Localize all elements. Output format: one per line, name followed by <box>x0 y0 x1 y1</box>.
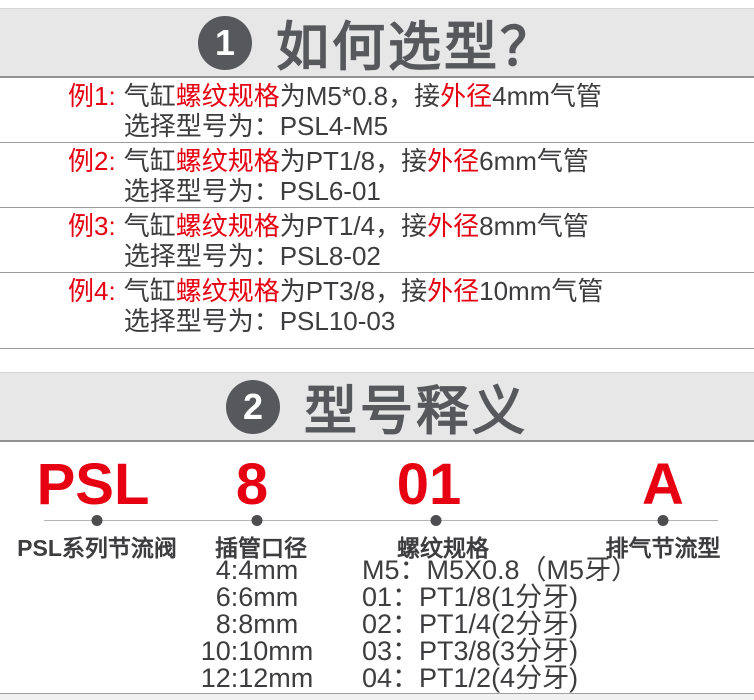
text-segment-highlight: 外径 <box>427 211 480 241</box>
example-label: 例4: <box>68 276 116 306</box>
text-segment: 气缸 <box>123 211 176 241</box>
text-segment: 8mm气管 <box>479 211 589 241</box>
section2-title: 型号释义 <box>304 381 528 441</box>
example-text: 气缸螺纹规格为PT1/4，接外径8mm气管 选择型号为：PSL8-02 <box>124 212 589 271</box>
example-label: 例1: <box>68 81 116 111</box>
connector-dot <box>657 515 669 526</box>
example-line1: 气缸螺纹规格为M5*0.8，接外径4mm气管 <box>124 82 602 111</box>
thread-option: 02：PT1/4(2分牙) <box>362 609 579 639</box>
text-segment: 4mm气管 <box>492 81 602 111</box>
text-segment: 为PT3/8，接 <box>279 276 428 306</box>
section-number-badge-1: 1 <box>198 15 252 70</box>
text-segment-highlight: 螺纹规格 <box>175 81 280 111</box>
example-text: 气缸螺纹规格为PT3/8，接外径10mm气管 选择型号为：PSL10-03 <box>124 277 604 336</box>
example-line2: 选择型号为：PSL10-03 <box>123 306 396 336</box>
model-code-type: A <box>642 452 684 517</box>
example-row-1: 例1: 气缸螺纹规格为M5*0.8，接外径4mm气管 选择型号为：PSL4-M5 <box>0 78 754 143</box>
breakdown-connector-line <box>44 520 718 521</box>
section2-header-band: 2 型号释义 <box>0 372 754 442</box>
text-segment: 为PT1/8，接 <box>279 146 428 176</box>
text-segment: 6mm气管 <box>479 146 589 176</box>
section-number-badge-2: 2 <box>226 379 280 434</box>
text-segment-highlight: 螺纹规格 <box>175 211 280 241</box>
thread-option: 03：PT3/8(3分牙) <box>362 636 579 666</box>
text-segment: 为M5*0.8，接 <box>279 81 441 111</box>
thread-options-list: M5：M5X0.8（M5牙） 01：PT1/8(1分牙) 02：PT1/4(2分… <box>362 557 638 692</box>
text-segment: 10mm气管 <box>479 276 604 306</box>
column-label-type: 排气节流型 <box>605 535 721 561</box>
example-line1: 气缸螺纹规格为PT1/4，接外径8mm气管 <box>124 212 589 241</box>
example-text: 气缸螺纹规格为M5*0.8，接外径4mm气管 选择型号为：PSL4-M5 <box>124 82 602 141</box>
bore-option: 12:12mm <box>200 663 314 693</box>
bore-options-list: 4:4mm 6:6mm 8:8mm 10:10mm 12:12mm <box>201 557 314 692</box>
example-row-2: 例2: 气缸螺纹规格为PT1/8，接外径6mm气管 选择型号为：PSL6-01 <box>0 143 754 208</box>
example-row-4: 例4: 气缸螺纹规格为PT3/8，接外径10mm气管 选择型号为：PSL10-0… <box>0 273 754 349</box>
example-row-3: 例3: 气缸螺纹规格为PT1/4，接外径8mm气管 选择型号为：PSL8-02 <box>0 208 754 273</box>
text-segment: 气缸 <box>123 81 176 111</box>
example-label: 例3: <box>68 211 116 241</box>
example-line2: 选择型号为：PSL8-02 <box>123 241 381 271</box>
example-label: 例2: <box>68 146 116 176</box>
example-line2: 选择型号为：PSL4-M5 <box>123 111 389 141</box>
thread-option: M5：M5X0.8（M5牙） <box>362 555 639 585</box>
thread-option: 01：PT1/8(1分牙) <box>362 582 579 612</box>
text-segment: 气缸 <box>123 146 176 176</box>
model-code-thread: 01 <box>396 452 462 517</box>
model-code-series: PSL <box>36 452 150 517</box>
example-line1: 气缸螺纹规格为PT1/8，接外径6mm气管 <box>124 147 589 176</box>
text-segment-highlight: 外径 <box>427 146 480 176</box>
bore-option: 10:10mm <box>200 636 314 666</box>
section1-header-band: 1 如何选型？ <box>0 8 754 78</box>
text-segment-highlight: 外径 <box>440 81 493 111</box>
model-code-bore: 8 <box>235 452 269 517</box>
column-label-series: PSL系列节流阀 <box>17 535 177 561</box>
connector-dot <box>251 515 263 526</box>
bore-option: 6:6mm <box>215 582 299 612</box>
section1-title: 如何选型？ <box>276 17 556 77</box>
text-segment-highlight: 螺纹规格 <box>175 146 280 176</box>
column-label-thread: 螺纹规格 <box>397 535 489 561</box>
example-text: 气缸螺纹规格为PT1/8，接外径6mm气管 选择型号为：PSL6-01 <box>124 147 589 206</box>
connector-dot <box>91 515 103 526</box>
text-segment-highlight: 外径 <box>427 276 480 306</box>
column-label-bore: 插管口径 <box>215 535 307 561</box>
model-code-breakdown: PSL 8 01 A PSL系列节流阀 插管口径 螺纹规格 排气节流型 4:4m… <box>0 443 754 693</box>
example-line2: 选择型号为：PSL6-01 <box>123 176 381 206</box>
text-segment: 为PT1/4，接 <box>279 211 428 241</box>
text-segment: 气缸 <box>123 276 176 306</box>
thread-option: 04：PT1/2(4分牙) <box>362 663 579 693</box>
bore-option: 4:4mm <box>215 555 299 585</box>
examples-list: 例1: 气缸螺纹规格为M5*0.8，接外径4mm气管 选择型号为：PSL4-M5… <box>0 78 754 349</box>
text-segment-highlight: 螺纹规格 <box>175 276 280 306</box>
connector-dot <box>430 515 442 526</box>
bottom-divider-strip <box>0 693 754 700</box>
bore-option: 8:8mm <box>215 609 299 639</box>
example-line1: 气缸螺纹规格为PT3/8，接外径10mm气管 <box>124 277 604 306</box>
